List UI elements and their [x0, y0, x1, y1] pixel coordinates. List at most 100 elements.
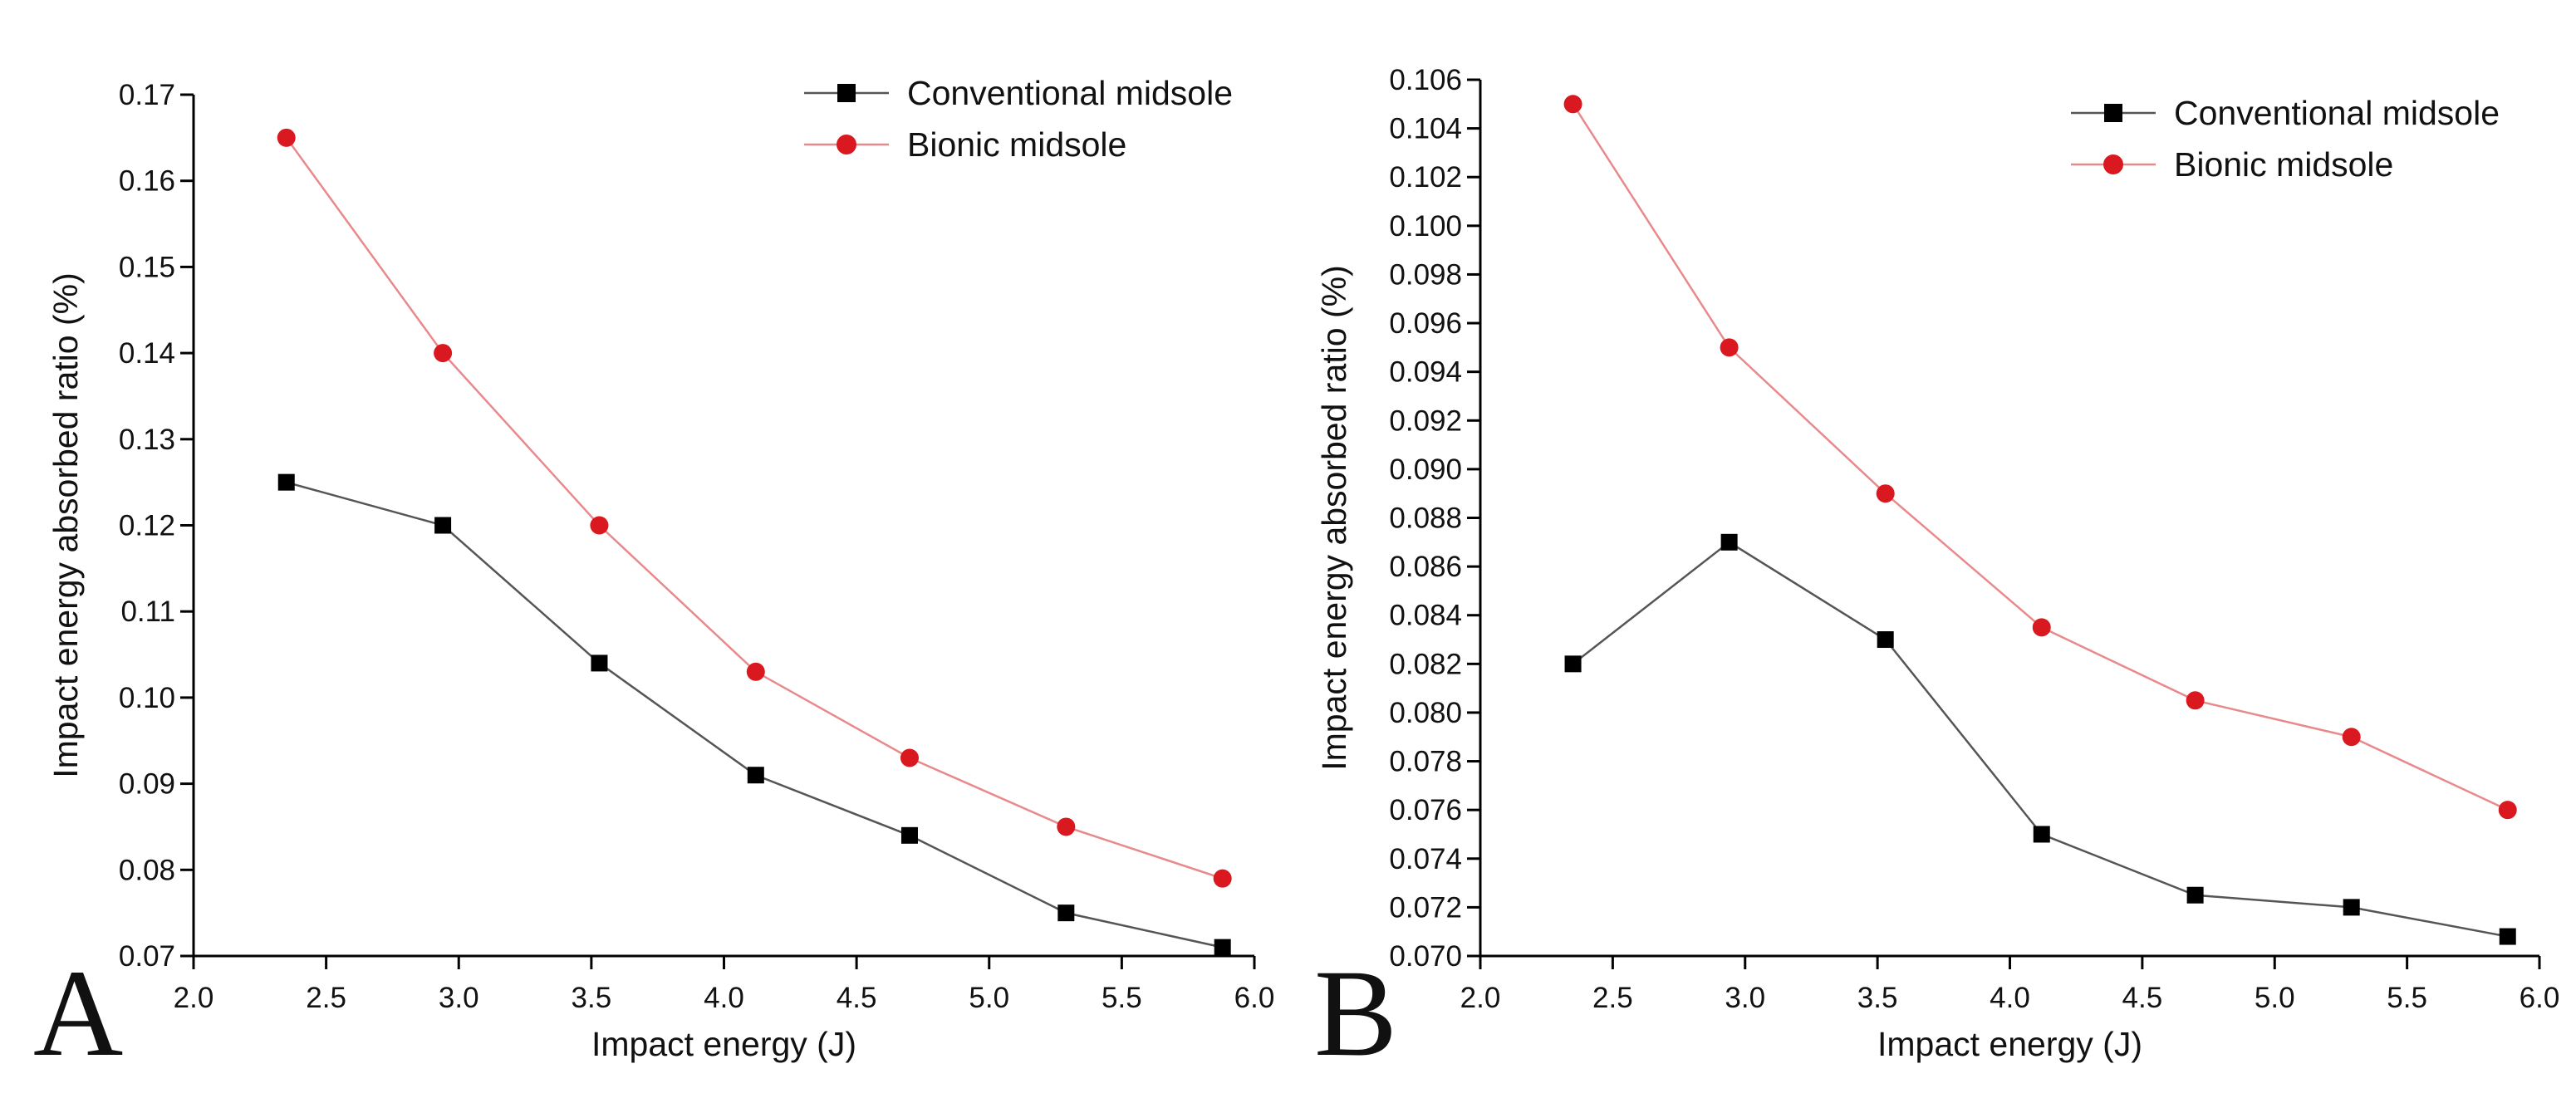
x-tick-label: 2.5 [1592, 982, 1633, 1014]
x-tick-label: 2.0 [1460, 982, 1501, 1014]
x-tick-label: 2.0 [174, 982, 214, 1014]
y-tick-label: 0.10 [119, 682, 175, 714]
panel-letter: A [33, 944, 123, 1082]
y-tick-label: 0.076 [1389, 794, 1462, 826]
data-point-bionic [1876, 484, 1895, 503]
data-point-bionic [2032, 618, 2051, 637]
chart-panel-b: 2.0 2.5 3.0 3.5 4.0 4.5 5.0 5.5 6.0 0.070 0.072 0.0… [1314, 64, 2559, 1082]
series-line-conventional [286, 481, 1223, 949]
series-line-conventional [1572, 541, 2508, 938]
chart-panel-a: 2.0 2.5 3.0 3.5 4.0 4.5 5.0 5.5 6.0 0.07 0.08 0.09 0… [33, 74, 1274, 1082]
y-tick-label: 0.098 [1389, 258, 1462, 291]
y-tick-label: 0.15 [119, 251, 175, 283]
data-point-conventional [434, 517, 452, 534]
data-point-conventional [2033, 826, 2050, 843]
data-point-bionic [2342, 728, 2361, 747]
panel-letter: B [1314, 944, 1397, 1082]
x-tick-label: 5.5 [1102, 982, 1142, 1014]
y-tick-label: 0.096 [1389, 307, 1462, 340]
data-point-bionic [277, 128, 296, 147]
legend-marker-square [837, 84, 856, 102]
x-tick-label: 4.5 [2122, 982, 2163, 1014]
x-tick-label: 4.0 [704, 982, 744, 1014]
data-point-conventional [2186, 886, 2204, 904]
y-tick-label: 0.12 [119, 510, 175, 542]
data-point-conventional [2499, 928, 2516, 945]
y-tick-label: 0.070 [1389, 940, 1462, 973]
legend-entry-bionic: Bionic midsole [804, 125, 1126, 164]
y-tick-label: 0.17 [119, 79, 175, 111]
y-tick-label: 0.11 [120, 596, 175, 628]
x-axis-title: Impact energy (J) [591, 1025, 856, 1063]
y-axis-title: Impact energy absorbed ratio (%) [47, 272, 85, 777]
data-point-bionic [1213, 869, 1232, 888]
x-tick-label: 4.0 [1990, 982, 2030, 1014]
x-axis-title: Impact energy (J) [1877, 1025, 2142, 1063]
y-tick-label: 0.08 [119, 854, 175, 886]
x-tick-label: 4.5 [837, 982, 877, 1014]
data-point-bionic [590, 516, 609, 535]
x-tick-label: 5.0 [2255, 982, 2295, 1014]
legend-entry-conventional: Conventional midsole [2071, 94, 2500, 132]
y-tick-label: 0.104 [1389, 113, 1462, 145]
legend-marker-square [2104, 104, 2122, 122]
data-point-bionic [746, 662, 765, 681]
y-tick-label: 0.100 [1389, 210, 1462, 243]
data-point-conventional [1214, 939, 1231, 956]
legend-label: Bionic midsole [907, 125, 1126, 164]
data-point-conventional [2343, 899, 2360, 916]
y-tick-label: 0.082 [1389, 648, 1462, 680]
x-tick-label: 3.0 [439, 982, 479, 1014]
y-tick-label: 0.102 [1389, 161, 1462, 194]
series-line-bionic [1572, 103, 2509, 811]
data-point-conventional [900, 826, 918, 844]
data-point-conventional [1057, 904, 1075, 922]
data-point-bionic [2498, 801, 2517, 820]
data-point-conventional [591, 654, 608, 672]
data-point-conventional [1564, 655, 1582, 673]
y-tick-label: 0.090 [1389, 453, 1462, 486]
y-tick-label: 0.14 [119, 337, 175, 370]
y-tick-label: 0.092 [1389, 404, 1462, 437]
y-tick-label: 0.080 [1389, 697, 1462, 729]
legend-entry-conventional: Conventional midsole [804, 74, 1233, 112]
y-tick-label: 0.086 [1389, 551, 1462, 583]
y-axis-title: Impact energy absorbed ratio (%) [1315, 265, 1353, 770]
y-tick-label: 0.078 [1389, 746, 1462, 778]
data-point-bionic [900, 748, 919, 767]
data-point-bionic [1563, 95, 1582, 114]
y-tick-label: 0.16 [119, 165, 175, 198]
legend-marker-circle [837, 135, 856, 154]
data-point-bionic [2186, 691, 2205, 710]
y-tick-label: 0.084 [1389, 600, 1462, 632]
legend-marker-circle [2103, 154, 2123, 174]
y-tick-label: 0.09 [119, 768, 175, 801]
data-point-bionic [1720, 338, 1739, 357]
y-tick-label: 0.13 [119, 424, 175, 456]
data-point-conventional [1720, 533, 1738, 551]
y-tick-label: 0.07 [119, 940, 175, 973]
legend-entry-bionic: Bionic midsole [2071, 145, 2393, 184]
x-tick-label: 5.5 [2387, 982, 2427, 1014]
data-point-conventional [1877, 631, 1894, 649]
x-tick-label: 3.0 [1725, 982, 1765, 1014]
data-point-conventional [277, 473, 295, 491]
y-tick-label: 0.072 [1389, 891, 1462, 924]
legend-label: Conventional midsole [907, 74, 1233, 112]
y-tick-label: 0.094 [1389, 356, 1462, 389]
data-point-conventional [747, 767, 764, 784]
y-tick-label: 0.088 [1389, 502, 1462, 535]
data-point-bionic [1057, 817, 1076, 836]
x-tick-label: 6.0 [2520, 982, 2560, 1014]
x-tick-label: 2.5 [306, 982, 346, 1014]
x-tick-label: 6.0 [1234, 982, 1275, 1014]
data-point-bionic [434, 344, 453, 363]
x-tick-label: 3.5 [572, 982, 612, 1014]
x-tick-label: 3.5 [1857, 982, 1898, 1014]
legend-label: Conventional midsole [2174, 94, 2500, 132]
legend-label: Bionic midsole [2174, 145, 2393, 184]
y-tick-label: 0.106 [1389, 64, 1462, 96]
x-tick-label: 5.0 [969, 982, 1009, 1014]
